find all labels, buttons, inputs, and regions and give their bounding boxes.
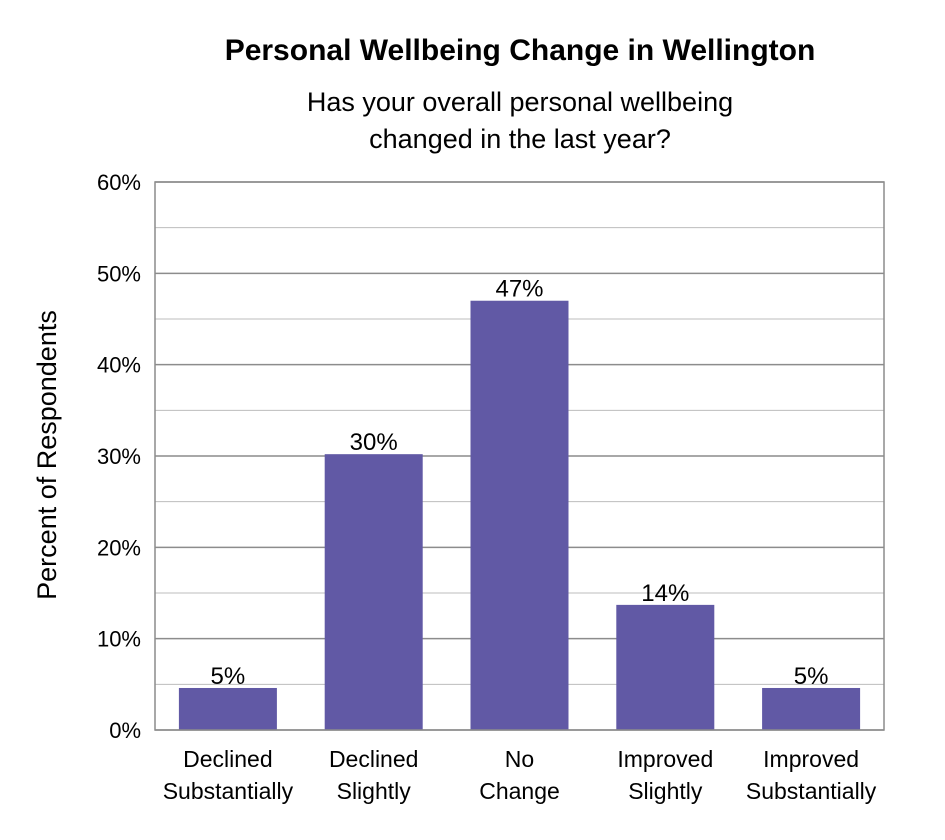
chart-subtitle-line-2: changed in the last year?: [369, 124, 671, 154]
data-label: 5%: [211, 663, 246, 690]
chart-title: Personal Wellbeing Change in Wellington: [225, 34, 816, 67]
data-label: 47%: [495, 276, 543, 303]
y-tick-label: 30%: [97, 444, 141, 469]
bar: [616, 604, 715, 730]
bar: [470, 300, 569, 730]
x-tick-label: Improved: [763, 746, 859, 772]
x-tick-label: Declined: [183, 746, 273, 772]
x-tick-label: Change: [479, 778, 560, 804]
bar: [178, 687, 277, 730]
x-tick-label: Declined: [329, 746, 419, 772]
y-tick-label: 0%: [109, 718, 141, 743]
y-tick-label: 50%: [97, 261, 141, 286]
x-tick-label: Substantially: [746, 778, 877, 804]
y-axis-label: Percent of Respondents: [32, 310, 62, 600]
data-label: 30%: [350, 429, 398, 456]
x-tick-label: Slightly: [628, 778, 703, 804]
data-label: 5%: [794, 663, 829, 690]
data-label: 14%: [641, 580, 689, 607]
y-tick-label: 40%: [97, 353, 141, 378]
x-tick-label: Slightly: [337, 778, 412, 804]
x-tick-label: Improved: [617, 746, 713, 772]
bar: [324, 454, 423, 730]
x-tick-label: Substantially: [163, 778, 294, 804]
y-tick-label: 10%: [97, 627, 141, 652]
y-tick-label: 20%: [97, 535, 141, 560]
y-tick-label: 60%: [97, 170, 141, 195]
bar: [762, 687, 861, 730]
chart-subtitle-line-1: Has your overall personal wellbeing: [307, 87, 733, 117]
x-tick-label: No: [505, 746, 534, 772]
